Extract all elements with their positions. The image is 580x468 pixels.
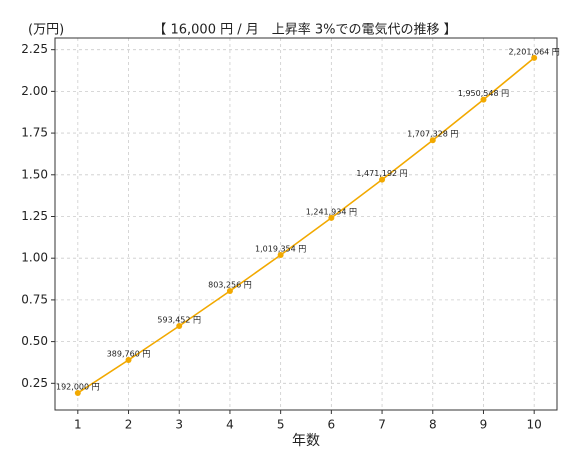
x-axis-label: 年数	[292, 433, 320, 449]
x-tick-label: 4	[226, 418, 234, 432]
marker	[226, 288, 233, 295]
y-tick-label: 1.50	[21, 167, 48, 181]
data-label: 1,471,192 円	[356, 169, 407, 178]
marker	[379, 176, 386, 183]
marker	[480, 96, 487, 103]
y-tick-label: 0.75	[21, 292, 48, 306]
x-tick-label: 3	[175, 418, 183, 432]
data-label: 1,707,328 円	[407, 130, 458, 139]
y-tick-label: 1.25	[21, 209, 48, 223]
line	[77, 57, 535, 394]
data-label: 389,760 円	[107, 349, 151, 358]
y-tick-label: 1.00	[21, 251, 48, 265]
x-tick-label: 10	[527, 418, 542, 432]
marker	[74, 389, 81, 396]
data-label: 1,950,548 円	[458, 89, 509, 98]
plot-frame	[54, 37, 558, 411]
y-tick-label: 0.50	[21, 334, 48, 348]
marker	[429, 137, 436, 144]
x-tick-label: 8	[429, 418, 437, 432]
data-label: 192,000 円	[56, 382, 100, 391]
chart-title: 【 16,000 円 / 月 上昇率 3%での電気代の推移 】	[153, 22, 456, 38]
y-tick-label: 0.25	[21, 376, 48, 390]
marker	[176, 323, 183, 330]
data-label: 1,241,934 円	[306, 207, 357, 216]
data-label: 1,019,354 円	[255, 244, 306, 253]
data-label: 2,201,064 円	[509, 47, 560, 56]
marker	[125, 356, 132, 363]
x-tick-label: 5	[277, 418, 285, 432]
marker	[328, 214, 335, 221]
x-tick-label: 1	[74, 418, 82, 432]
marker	[531, 54, 538, 61]
x-tick-label: 9	[480, 418, 488, 432]
x-tick-label: 7	[378, 418, 386, 432]
x-tick-label: 2	[125, 418, 133, 432]
y-tick-label: 1.75	[21, 126, 48, 140]
data-label: 803,256 円	[208, 281, 252, 290]
y-unit: (万円)	[28, 23, 64, 38]
data-label: 593,452 円	[157, 316, 201, 325]
x-tick-label: 6	[328, 418, 336, 432]
marker	[277, 251, 284, 258]
y-tick-label: 2.25	[21, 42, 48, 56]
y-tick-label: 2.00	[21, 84, 48, 98]
